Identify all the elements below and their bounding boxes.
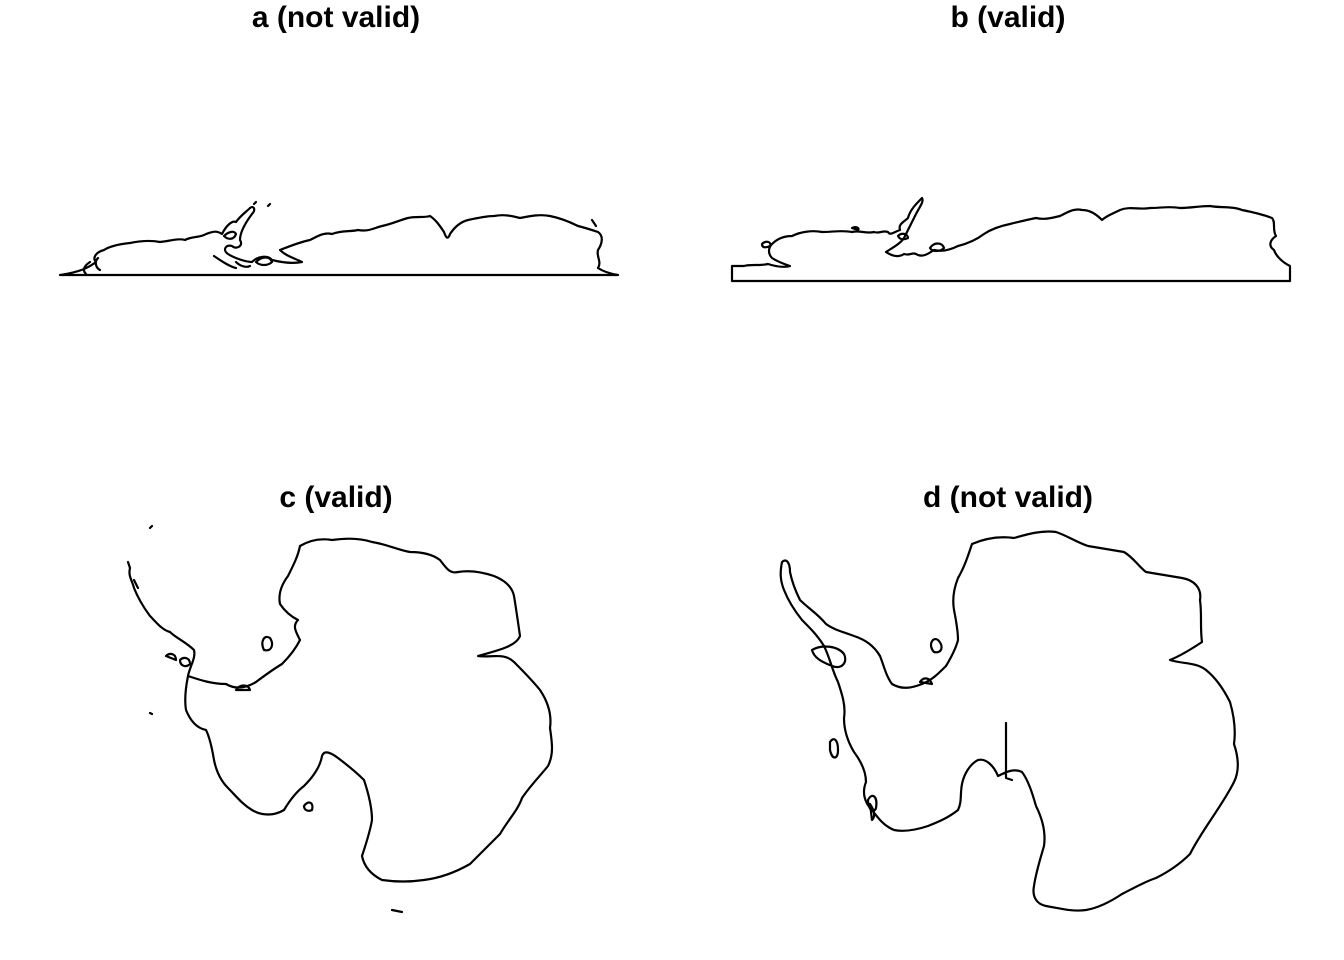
map-panel-a: a (not valid) [0, 0, 672, 480]
panel-title-c: c (valid) [279, 481, 393, 514]
coastline-c [126, 524, 554, 914]
antarctica-polar-outline-d [779, 530, 1239, 912]
coastline-b [730, 196, 1292, 283]
map-panel-b: b (valid) [672, 0, 1344, 480]
antarctica-polar-outline-c [126, 524, 554, 914]
antarctica-flat-outline-b [730, 196, 1292, 283]
coastline-a [58, 200, 620, 277]
antarctica-flat-outline-a [58, 200, 620, 277]
coastline-d [779, 530, 1239, 912]
map-panel-c: c (valid) [0, 480, 672, 960]
panel-title-b: b (valid) [950, 1, 1066, 34]
panel-title-d: d (not valid) [923, 481, 1093, 514]
panel-title-a: a (not valid) [251, 1, 421, 34]
map-panel-d: d (not valid) [672, 480, 1344, 960]
